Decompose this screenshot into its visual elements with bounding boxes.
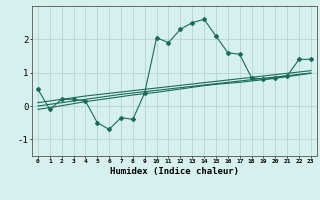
- X-axis label: Humidex (Indice chaleur): Humidex (Indice chaleur): [110, 167, 239, 176]
